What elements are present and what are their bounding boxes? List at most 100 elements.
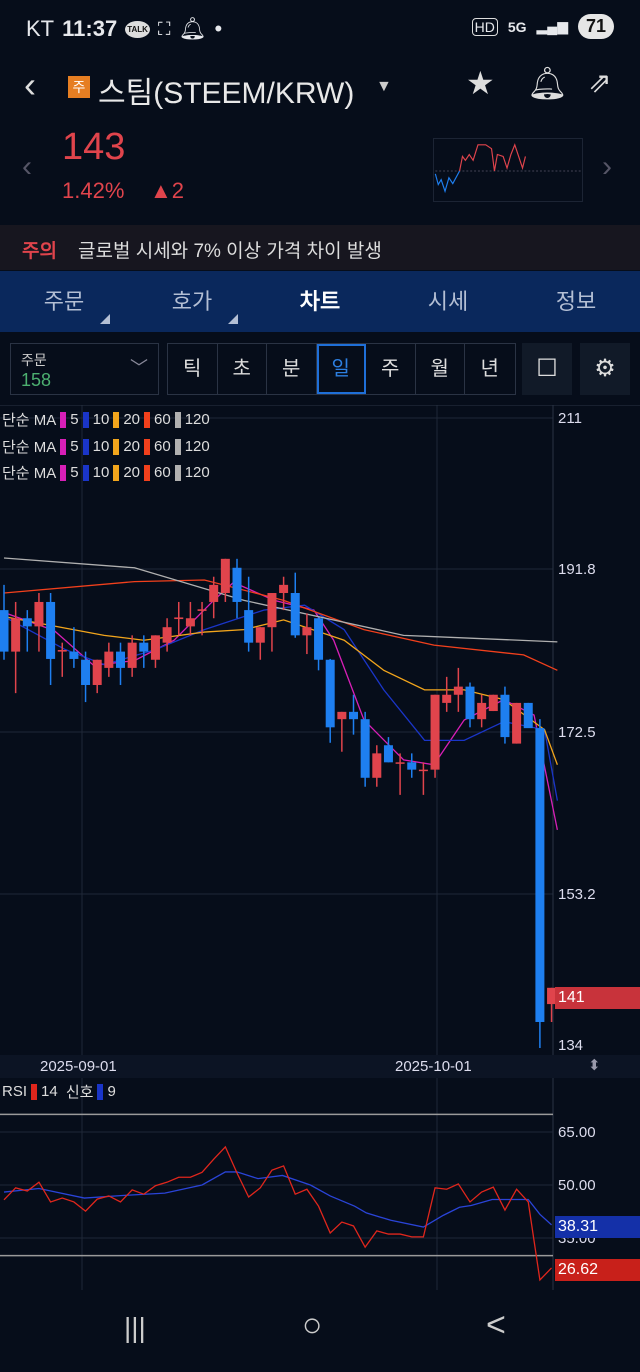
square-icon: ☐	[536, 355, 558, 382]
ma5-swatch	[60, 438, 67, 455]
ma120-label: 120	[184, 411, 210, 428]
tab-order[interactable]: 주문	[0, 271, 128, 332]
ma10-swatch	[82, 411, 89, 428]
period-minute[interactable]: 분	[267, 344, 317, 394]
price-tick: 134	[558, 1037, 584, 1054]
kakaotalk-icon: TALK	[125, 20, 150, 38]
candle-body	[255, 627, 265, 643]
star-icon[interactable]: ★	[466, 65, 495, 101]
home-button[interactable]: ○	[302, 1306, 323, 1344]
period-month[interactable]: 월	[416, 344, 465, 394]
chart-settings-button[interactable]: ⚙	[580, 343, 630, 395]
candle-body	[185, 618, 195, 627]
ma120-label: 120	[184, 464, 210, 481]
resize-handle-icon[interactable]: ⬍	[588, 1057, 601, 1074]
candle-body	[209, 584, 219, 602]
signal-icon: ▂▄▆	[536, 18, 568, 34]
chevron-down-icon: ﹀	[130, 358, 148, 378]
tab-label: 주문	[43, 289, 85, 314]
period-week[interactable]: 주	[366, 344, 416, 394]
candle-body	[162, 627, 172, 643]
period-year[interactable]: 년	[480, 358, 499, 380]
candle-body	[150, 635, 160, 660]
candle-body	[547, 987, 557, 1005]
date-axis: 2025-09-01 2025-10-01 ⬍	[0, 1055, 640, 1078]
up-triangle-icon: ▲	[150, 178, 172, 203]
clock: 11:37	[62, 16, 118, 41]
tab-orderbook[interactable]: 호가	[128, 271, 256, 332]
next-coin-button[interactable]: ›	[602, 150, 612, 183]
candle-body	[279, 584, 289, 594]
rsi-signal-line	[3, 1171, 552, 1228]
current-price: 143	[62, 126, 126, 168]
rsi-legend: RSI 14 신호 9	[2, 1081, 116, 1102]
candle-body	[430, 694, 440, 770]
date-tick: 2025-09-01	[40, 1058, 117, 1075]
tab-info[interactable]: 정보	[512, 271, 640, 332]
status-bar: KT 11:37 TALK ⛶ 🔔︎ • HD 5G ▂▄▆ 71	[0, 0, 640, 56]
tab-chart[interactable]: 차트	[256, 271, 384, 332]
order-quantity-dropdown[interactable]: 주문 158 ﹀	[10, 343, 159, 395]
sparkline-chart	[433, 138, 583, 202]
ma-line-ma120	[3, 557, 558, 643]
candle-body	[267, 593, 277, 628]
ma-legend: 단순 MA 5 10 20 60 120	[2, 409, 210, 430]
candle-body	[325, 659, 335, 728]
ma-legend: 단순 MA 5 10 20 60 120	[2, 462, 210, 483]
period-tick[interactable]: 틱	[168, 344, 218, 394]
network-icon: 5G	[507, 18, 527, 35]
screenshot-icon: ⛶	[157, 18, 171, 39]
tab-label: 시세	[427, 289, 469, 314]
period-selector: 틱 초 분 일 주 월 년	[167, 343, 516, 395]
ma20-label: 20	[123, 464, 140, 481]
ma60-label: 60	[154, 438, 171, 455]
price-chart[interactable]	[0, 405, 640, 1290]
candle-body	[92, 659, 102, 685]
ma20-swatch	[113, 438, 120, 455]
hd-icon: HD	[471, 17, 498, 36]
prev-coin-button[interactable]: ‹	[22, 150, 32, 183]
ma5-label: 5	[70, 411, 79, 428]
coin-title[interactable]: 스팀(STEEM/KRW)	[98, 77, 355, 110]
signal-value-tag: 38.31	[555, 1216, 640, 1238]
candle-body	[232, 567, 242, 602]
candle-body	[116, 651, 125, 668]
candle-body	[139, 642, 149, 652]
date-tick: 2025-10-01	[395, 1058, 472, 1075]
change-amount: ▲2	[150, 178, 184, 204]
ma5-label: 5	[70, 464, 79, 481]
candle-body	[395, 762, 405, 764]
recent-apps-button[interactable]: |||	[124, 1312, 146, 1343]
period-second[interactable]: 초	[218, 344, 267, 394]
candle-body	[500, 694, 510, 738]
period-day[interactable]: 일	[316, 344, 366, 394]
bell-notification-icon: 🔔︎	[178, 16, 207, 41]
candle-body	[349, 711, 358, 720]
share-icon[interactable]: ⇗	[588, 67, 612, 98]
tab-label: 차트	[299, 289, 341, 314]
back-button[interactable]: ‹	[24, 64, 36, 105]
back-nav-button[interactable]: <	[486, 1306, 506, 1344]
rsi-swatch	[31, 1083, 38, 1100]
warning-banner: 주의 글로벌 시세와 7% 이상 가격 차이 발생	[0, 225, 640, 270]
rsi-tick: 50.00	[558, 1177, 596, 1194]
tab-quotes[interactable]: 시세	[384, 271, 512, 332]
ma10-label: 10	[92, 464, 110, 481]
chevron-down-icon[interactable]: ▼	[376, 78, 392, 95]
rsi-line	[3, 1145, 553, 1282]
signal-period: 9	[107, 1083, 116, 1100]
candle-body	[34, 601, 44, 627]
submenu-triangle-icon	[100, 314, 110, 324]
price-tick: 153.2	[558, 886, 596, 903]
ma-legend-label: 단순 MA	[2, 465, 57, 482]
candle-body	[453, 686, 463, 695]
ma10-swatch	[82, 464, 89, 481]
ma120-label: 120	[184, 438, 210, 455]
candle-body	[197, 609, 207, 611]
warning-message: 글로벌 시세와 7% 이상 가격 차이 발생	[78, 241, 382, 262]
alarm-bell-icon[interactable]: 🔔︎	[527, 65, 568, 101]
chart-layout-button[interactable]: ☐	[522, 343, 572, 395]
candle-body	[244, 610, 254, 643]
candle-body	[337, 711, 347, 720]
ma-line-ma60	[3, 579, 558, 671]
